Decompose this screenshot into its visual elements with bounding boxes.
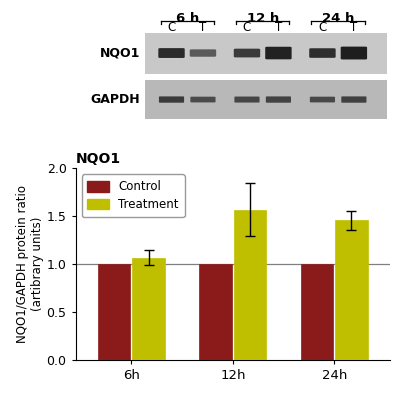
Text: 24 h: 24 h [322, 12, 354, 25]
Bar [133, 258, 165, 360]
FancyBboxPatch shape [265, 47, 292, 59]
FancyBboxPatch shape [159, 96, 184, 103]
FancyBboxPatch shape [341, 96, 367, 103]
FancyBboxPatch shape [234, 96, 259, 102]
Legend: Control, Treatment: Control, Treatment [82, 174, 185, 217]
Text: NQO1: NQO1 [76, 152, 121, 166]
Text: C: C [243, 20, 251, 34]
Text: 6 h: 6 h [176, 12, 199, 25]
Text: NQO1: NQO1 [100, 46, 140, 60]
Text: T: T [199, 20, 207, 34]
Bar [234, 210, 266, 360]
FancyBboxPatch shape [309, 48, 336, 58]
Y-axis label: NQO1/GAPDH protein ratio
(artibrary units): NQO1/GAPDH protein ratio (artibrary unit… [16, 185, 44, 343]
Bar [145, 80, 387, 119]
Text: T: T [350, 20, 357, 34]
Bar [145, 32, 387, 74]
Text: C: C [168, 20, 176, 34]
FancyBboxPatch shape [190, 97, 216, 102]
Text: GAPDH: GAPDH [90, 93, 140, 106]
Text: C: C [318, 20, 327, 34]
FancyBboxPatch shape [190, 49, 216, 57]
Bar [199, 264, 232, 360]
FancyBboxPatch shape [310, 97, 335, 102]
Bar [98, 264, 131, 360]
Text: 12 h: 12 h [247, 12, 279, 25]
FancyBboxPatch shape [158, 48, 185, 58]
Text: T: T [275, 20, 282, 34]
Bar [335, 220, 368, 360]
Bar [301, 264, 333, 360]
FancyBboxPatch shape [341, 47, 367, 60]
FancyBboxPatch shape [234, 49, 260, 58]
FancyBboxPatch shape [266, 96, 291, 103]
